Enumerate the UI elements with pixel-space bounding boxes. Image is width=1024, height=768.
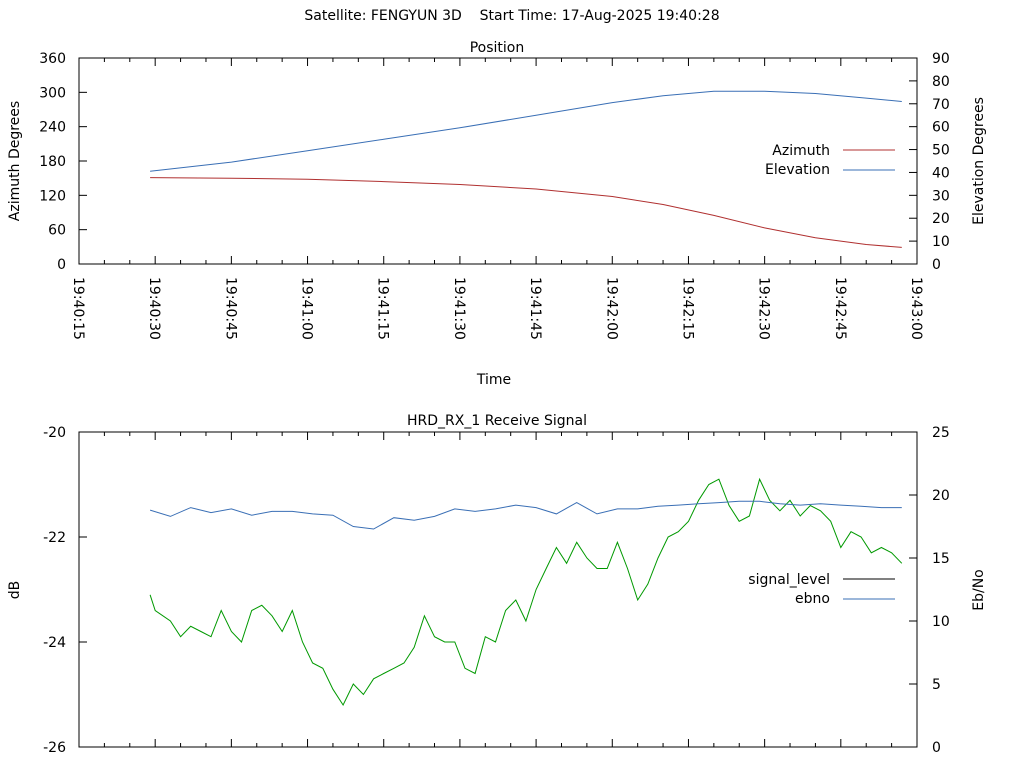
series-line-signal-level — [149, 477, 903, 707]
position-x-tick-label: 19:42:15 — [679, 277, 695, 340]
position-y2-tick-label: 90 — [932, 51, 950, 67]
legend-label-signal-level: signal_level — [748, 572, 830, 588]
signal-y-tick-label: -26 — [43, 740, 66, 756]
signal-y2-axis-label: Eb/No — [971, 569, 987, 611]
position-y2-tick-label: 30 — [932, 188, 950, 204]
position-y2-tick-label: 70 — [932, 97, 950, 113]
position-ticks: 19:40:15 19:40:30 19:40:45 19:41:00 19:41:15… — [39, 51, 950, 340]
position-x-tick-label: 19:40:45 — [222, 277, 238, 340]
position-y-axis-label: Azimuth Degrees — [7, 101, 23, 221]
signal-y2-tick-label: 20 — [932, 488, 950, 504]
series-line-ebno — [149, 500, 902, 530]
position-x-tick-label: 19:42:45 — [832, 277, 848, 340]
position-chart-title: Position — [470, 40, 525, 56]
position-x-tick-label: 19:42:00 — [603, 277, 619, 340]
position-x-tick-label: 19:41:00 — [299, 277, 315, 340]
position-y-tick-label: 240 — [39, 120, 66, 136]
position-y2-tick-label: 40 — [932, 165, 950, 181]
legend-label-ebno: ebno — [795, 591, 830, 607]
position-x-tick-label: 19:41:15 — [375, 277, 391, 340]
signal-y2-tick-label: 25 — [932, 425, 950, 441]
start-time-label: Start Time: 17-Aug-2025 19:40:28 — [479, 8, 720, 24]
position-legend: Azimuth Elevation — [765, 143, 895, 178]
signal-plot-frame — [78, 431, 918, 748]
position-y-tick-label: 180 — [39, 154, 66, 170]
position-chart: Position 19:40:15 19:40:30 19:40:45 19:41:0… — [7, 40, 987, 388]
position-y2-tick-label: 60 — [932, 120, 950, 136]
position-x-axis-label: Time — [476, 372, 511, 388]
position-x-tick-label: 19:43:00 — [908, 277, 924, 340]
signal-y-tick-label: -20 — [43, 425, 66, 441]
position-y2-axis-label: Elevation Degrees — [971, 97, 987, 225]
signal-y-tick-label: -22 — [43, 530, 66, 546]
signal-chart-title: HRD_RX_1 Receive Signal — [407, 413, 587, 429]
position-y-tick-label: 360 — [39, 51, 66, 67]
legend-label-azimuth: Azimuth — [772, 143, 830, 159]
chart-header: Satellite: FENGYUN 3D Start Time: 17-Aug… — [0, 8, 1024, 24]
position-x-tick-label: 19:42:30 — [756, 277, 772, 340]
position-y-tick-label: 0 — [57, 257, 66, 273]
position-x-tick-label: 19:41:45 — [527, 277, 543, 340]
signal-y2-tick-label: 5 — [932, 677, 941, 693]
receive-signal-chart: HRD_RX_1 Receive Signal -26 -24 -22 -20 0 5 10… — [7, 413, 987, 756]
position-y2-tick-label: 50 — [932, 143, 950, 159]
position-series — [150, 90, 902, 248]
signal-y-tick-label: -24 — [43, 635, 66, 651]
series-line-azimuth — [150, 177, 902, 248]
signal-y2-tick-label: 0 — [932, 740, 941, 756]
position-y-tick-label: 300 — [39, 85, 66, 101]
position-y2-tick-label: 80 — [932, 74, 950, 90]
signal-y-axis-label: dB — [7, 581, 23, 600]
signal-series — [149, 477, 903, 707]
series-line-elevation — [150, 90, 902, 172]
position-y-tick-label: 120 — [39, 188, 66, 204]
legend-label-elevation: Elevation — [765, 162, 830, 178]
position-y2-tick-label: 10 — [932, 234, 950, 250]
signal-y2-tick-label: 15 — [932, 551, 950, 567]
signal-ticks: -26 -24 -22 -20 0 5 10 15 20 25 — [43, 425, 950, 756]
position-y-tick-label: 60 — [48, 223, 66, 239]
signal-y2-tick-label: 10 — [932, 614, 950, 630]
position-x-tick-label: 19:40:30 — [146, 277, 162, 340]
satellite-label: Satellite: FENGYUN 3D — [304, 8, 462, 24]
position-x-tick-label: 19:41:30 — [451, 277, 467, 340]
signal-legend: signal_level ebno — [748, 572, 895, 607]
position-y2-tick-label: 0 — [932, 257, 941, 273]
position-y2-tick-label: 20 — [932, 211, 950, 227]
position-x-tick-label: 19:40:15 — [70, 277, 86, 340]
